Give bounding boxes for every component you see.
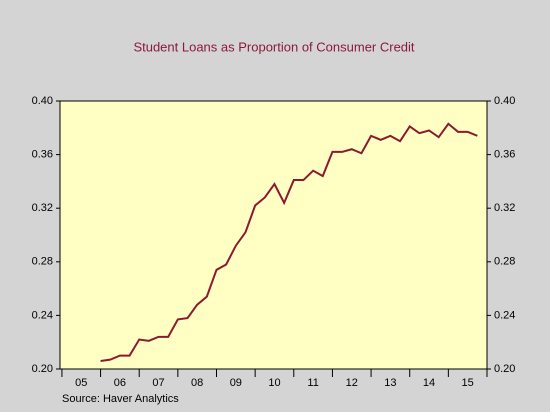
y2-tick-label: 0.28 [494,256,515,268]
x-tick-label: 15 [462,377,474,389]
x-tick-label: 14 [423,377,435,389]
y2-tick-label: 0.20 [494,363,515,375]
source-note: Source: Haver Analytics [62,393,179,405]
x-tick-label: 11 [307,377,318,389]
plot-area [59,100,488,370]
y-tick-label: 0.28 [32,256,53,268]
x-tick-label: 06 [114,377,126,389]
chart-title: Student Loans as Proportion of Consumer … [133,39,414,54]
y2-tick-label: 0.40 [494,95,515,107]
y2-tick-label: 0.32 [494,202,515,214]
x-tick-label: 07 [152,377,164,389]
y-tick-label: 0.40 [32,95,53,107]
x-tick-label: 09 [230,377,242,389]
y-tick-label: 0.36 [32,149,53,161]
y-tick-label: 0.24 [32,309,53,321]
x-tick-label: 05 [75,377,87,389]
y-tick-label: 0.32 [32,202,53,214]
x-tick-label: 13 [384,377,396,389]
y2-tick-label: 0.24 [494,309,515,321]
x-tick-label: 12 [346,377,358,389]
x-tick-label: 08 [191,377,203,389]
data-line [100,122,478,362]
y2-tick-label: 0.36 [494,149,515,161]
x-tick-label: 10 [268,377,280,389]
y-tick-label: 0.20 [32,363,53,375]
